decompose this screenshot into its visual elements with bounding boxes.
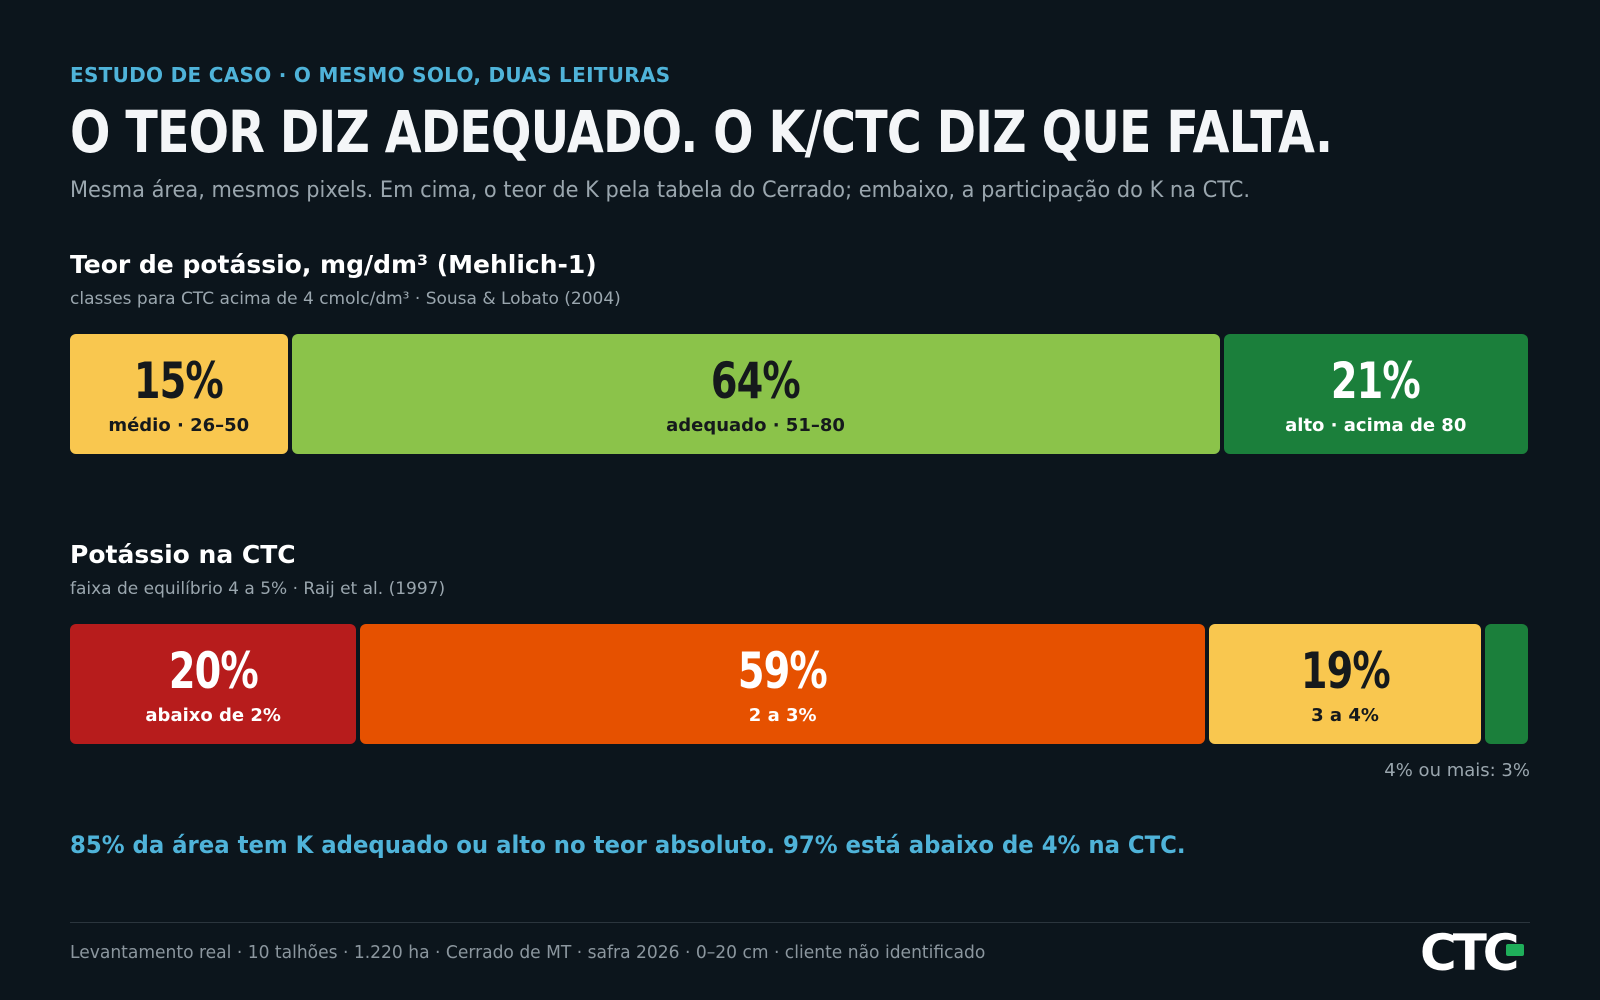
chart-1-subtitle: classes para CTC acima de 4 cmolc/dm³ · … xyxy=(70,289,621,309)
segment-label: abaixo de 2% xyxy=(145,704,281,726)
segment-label: 3 a 4% xyxy=(1311,704,1379,726)
segment-percent: 20% xyxy=(168,641,259,700)
eyebrow: ESTUDO DE CASO · O MESMO SOLO, DUAS LEIT… xyxy=(70,63,671,87)
segment-percent: 21% xyxy=(1331,351,1421,410)
segment-label: adequado · 51–80 xyxy=(666,414,845,436)
logo-accent xyxy=(1506,944,1524,956)
chart-1-stacked-bar: 15% médio · 26–50 64% adequado · 51–80 21% al… xyxy=(70,334,1528,454)
ctc-logo: CTC xyxy=(1420,926,1524,976)
chart-2-segment: 59% 2 a 3% xyxy=(360,624,1206,744)
chart-2-subtitle: faixa de equilíbrio 4 a 5% · Raij et al.… xyxy=(70,579,446,599)
chart-1-title: Teor de potássio, mg/dm³ (Mehlich-1) xyxy=(70,250,597,279)
logo-text: CTC xyxy=(1420,926,1517,976)
chart-2-segment: 19% 3 a 4% xyxy=(1209,624,1482,744)
chart-2-title: Potássio na CTC xyxy=(70,540,296,569)
chart-1-segment: 64% adequado · 51–80 xyxy=(291,334,1220,454)
footer-source: Levantamento real · 10 talhões · 1.220 h… xyxy=(70,942,986,963)
page-subtitle: Mesma área, mesmos pixels. Em cima, o te… xyxy=(70,178,1251,203)
page-title: O TEOR DIZ ADEQUADO. O K/CTC DIZ QUE FAL… xyxy=(70,98,1333,166)
segment-percent: 19% xyxy=(1300,641,1391,700)
segment-label: alto · acima de 80 xyxy=(1285,414,1467,436)
chart-2-note: 4% ou mais: 3% xyxy=(1384,760,1530,781)
divider xyxy=(70,922,1530,923)
chart-1-segment: 15% médio · 26–50 xyxy=(70,334,288,454)
segment-label: médio · 26–50 xyxy=(108,414,250,436)
takeaway: 85% da área tem K adequado ou alto no te… xyxy=(70,831,1186,859)
segment-percent: 59% xyxy=(738,641,828,700)
segment-percent: 64% xyxy=(711,351,801,410)
segment-percent: 15% xyxy=(134,351,224,410)
chart-2-stacked-bar: 20% abaixo de 2% 59% 2 a 3% 19% 3 a 4% xyxy=(70,624,1528,744)
chart-2-segment: 20% abaixo de 2% xyxy=(70,624,357,744)
chart-1-segment: 21% alto · acima de 80 xyxy=(1223,334,1528,454)
chart-2-segment xyxy=(1485,624,1528,744)
segment-label: 2 a 3% xyxy=(748,704,817,726)
